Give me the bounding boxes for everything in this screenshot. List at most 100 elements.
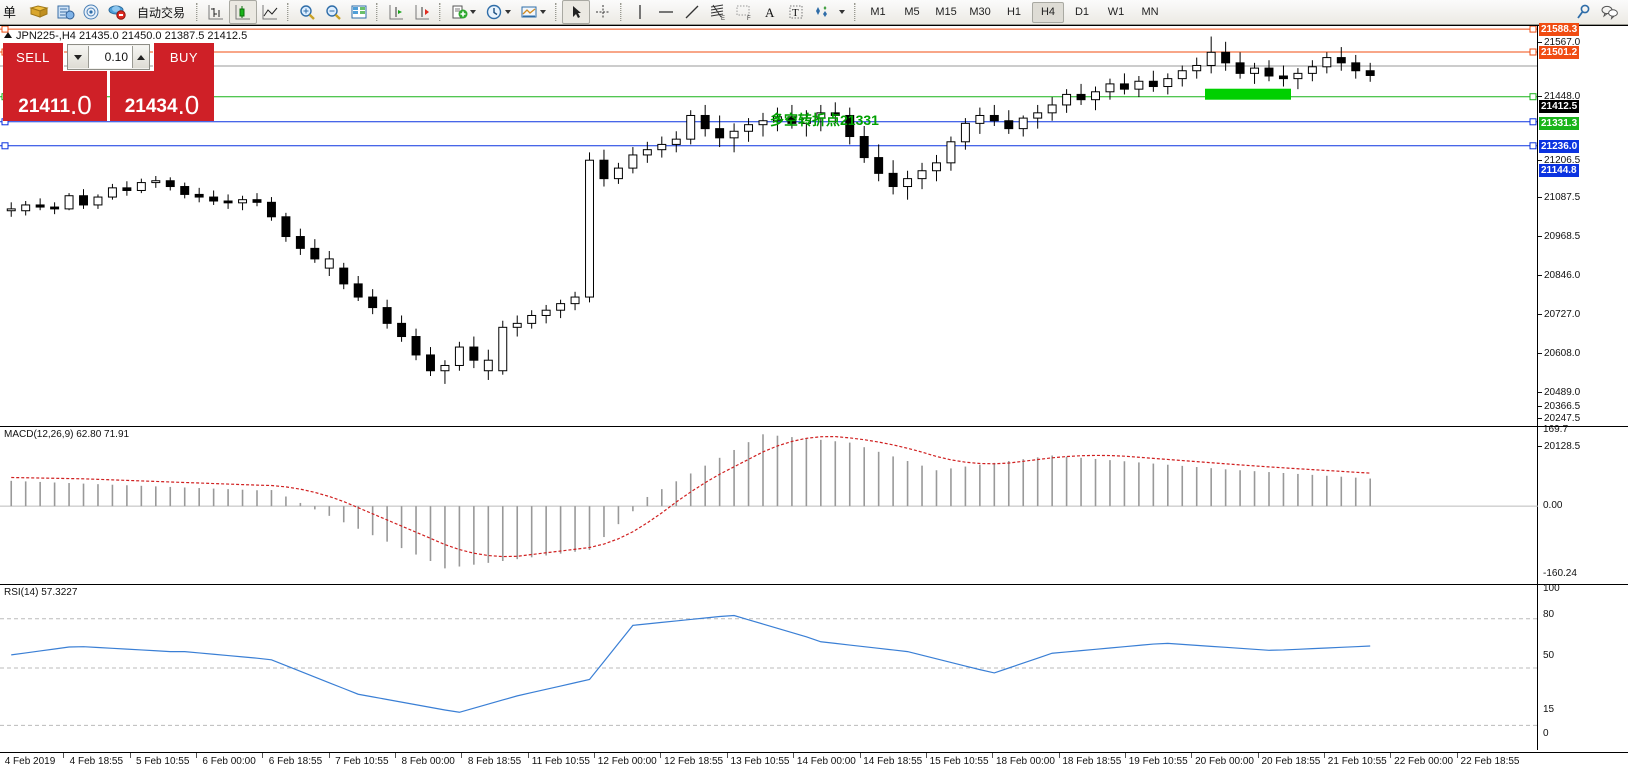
current-price-tag[interactable]: 21412.5: [1539, 100, 1580, 113]
templates-button[interactable]: [516, 1, 551, 23]
timeframe-m30[interactable]: M30: [969, 5, 991, 18]
level-handle[interactable]: [1529, 142, 1537, 150]
timeframe-d1[interactable]: D1: [1074, 5, 1090, 18]
time-axis-tick: [726, 753, 728, 758]
chat-button[interactable]: [1596, 1, 1622, 23]
candle-bearish: [295, 236, 305, 249]
volume-dropdown-button[interactable]: [68, 46, 89, 68]
candlestick-button[interactable]: [229, 0, 258, 24]
sell-button[interactable]: SELL: [3, 43, 64, 71]
toolbar-separator-5: [553, 3, 560, 21]
order-level-tag[interactable]: 21588.3: [1539, 23, 1580, 36]
time-axis-label: 19 Feb 10:55: [1128, 756, 1188, 767]
auto-scroll-button[interactable]: [409, 1, 435, 23]
timeframe-m5[interactable]: M5: [904, 5, 920, 18]
rsi-scale-80: 80: [1543, 609, 1555, 620]
candle-bullish: [1062, 93, 1072, 106]
svg-text:E: E: [721, 16, 725, 21]
toolbar-separator-4: [437, 3, 444, 21]
time-axis-label: 15 Feb 10:55: [929, 756, 989, 767]
objects-button[interactable]: [809, 1, 835, 23]
timeframe-m1[interactable]: M1: [870, 5, 886, 18]
order-level-tag[interactable]: 21144.8: [1539, 164, 1579, 177]
time-scale[interactable]: 4 Feb 2019 4 Feb 18:55 5 Feb 10:55 6 Feb 00…: [0, 752, 1628, 775]
candle-bearish: [209, 196, 219, 202]
fibonacci-button[interactable]: E: [705, 1, 731, 23]
cursor-button[interactable]: [562, 0, 591, 24]
candle-bearish: [1004, 120, 1014, 130]
candle-bullish: [570, 296, 580, 305]
level-handle[interactable]: [1529, 93, 1537, 101]
equidistant-channel-button[interactable]: F: [731, 1, 757, 23]
text-label-button[interactable]: T: [783, 1, 809, 23]
indicators-button[interactable]: [446, 1, 481, 23]
level-handle[interactable]: [1529, 48, 1537, 56]
chart-canvas-area[interactable]: JPN225-,H4 21435.0 21450.0 21387.5 21412…: [0, 23, 1628, 775]
time-axis-label: 22 Feb 00:00: [1394, 756, 1454, 767]
level-handle[interactable]: [1529, 118, 1537, 126]
chart-shift-button[interactable]: [383, 1, 409, 23]
crosshair-button[interactable]: [590, 1, 616, 23]
candle-bullish: [541, 309, 551, 316]
highlight-box: [1205, 88, 1291, 100]
trendline-button[interactable]: [679, 1, 705, 23]
sell-price-box[interactable]: 21411.0: [3, 71, 107, 121]
time-axis-label: 20 Feb 18:55: [1261, 756, 1321, 767]
text-button[interactable]: A: [757, 1, 783, 23]
candle-bullish: [151, 180, 161, 184]
candle-bullish: [1105, 83, 1115, 93]
support-level-tag[interactable]: 21331.3: [1539, 117, 1580, 130]
rsi-label: RSI(14) 57.3227: [4, 587, 78, 598]
expert-advisor-button[interactable]: [104, 1, 130, 23]
level-handle-left[interactable]: [1, 142, 9, 150]
order-level-tag[interactable]: 21501.2: [1539, 46, 1580, 59]
autotrading-button[interactable]: 自动交易: [130, 1, 192, 23]
volume-stepper[interactable]: 0.10: [67, 44, 150, 70]
candle-bullish: [585, 159, 594, 298]
search-button[interactable]: [1570, 1, 1596, 23]
rsi-plot[interactable]: [0, 586, 1538, 750]
new-order-button[interactable]: 单: [0, 1, 26, 23]
time-axis-label: 12 Feb 18:55: [664, 756, 724, 767]
candle-bearish: [368, 296, 378, 309]
time-axis-tick: [1191, 753, 1193, 758]
line-chart-button[interactable]: [257, 1, 283, 23]
volume-input[interactable]: 0.10: [89, 46, 132, 68]
objects-dropdown[interactable]: [835, 1, 850, 23]
time-axis-label: 6 Feb 18:55: [268, 756, 323, 767]
level-handle[interactable]: [1529, 26, 1537, 33]
line-chart-icon: [262, 5, 278, 20]
folder-button[interactable]: [26, 1, 52, 23]
data-window-button[interactable]: [52, 1, 78, 23]
candle-bullish: [975, 114, 985, 124]
vertical-line-button[interactable]: [627, 1, 653, 23]
price-tick: 21567.0: [1538, 37, 1580, 48]
price-tick: 20366.5: [1538, 401, 1580, 412]
data-window-grid-button[interactable]: [346, 1, 372, 23]
timeframe-m15[interactable]: M15: [935, 5, 957, 18]
buy-button[interactable]: BUY: [153, 43, 214, 71]
order-level-tag[interactable]: 21236.0: [1539, 140, 1580, 153]
horizontal-line-button[interactable]: [653, 1, 679, 23]
buy-price-box[interactable]: 21434.0: [110, 71, 214, 121]
navigator-button[interactable]: [78, 1, 104, 23]
timeframe-h1[interactable]: H1: [1006, 5, 1022, 18]
timeframe-h4[interactable]: H4: [1032, 1, 1065, 23]
timeframe-w1[interactable]: W1: [1107, 5, 1125, 18]
macd-plot[interactable]: [0, 428, 1538, 580]
volume-increment-button[interactable]: [132, 46, 149, 68]
price-scale[interactable]: 21567.0 21448.0 21206.5 21087.5 20968.5 20846…: [1537, 23, 1628, 750]
candle-bearish: [830, 112, 840, 116]
zoom-in-button[interactable]: [294, 1, 320, 23]
one-click-trading-panel[interactable]: SELL 0.10 BUY 21411.0 21434.0: [3, 43, 214, 121]
time-axis-label: 6 Feb 00:00: [202, 756, 256, 767]
price-tick: 20128.5: [1538, 441, 1580, 452]
price-plot[interactable]: [0, 26, 1538, 426]
bar-chart-button[interactable]: [203, 1, 229, 23]
period-button[interactable]: [481, 1, 516, 23]
time-axis-label: 14 Feb 00:00: [796, 756, 856, 767]
timeframe-mn[interactable]: MN: [1141, 5, 1159, 18]
time-axis-label: 8 Feb 18:55: [467, 756, 522, 767]
zoom-out-button[interactable]: [320, 1, 346, 23]
time-axis-label: 5 Feb 10:55: [136, 756, 190, 767]
